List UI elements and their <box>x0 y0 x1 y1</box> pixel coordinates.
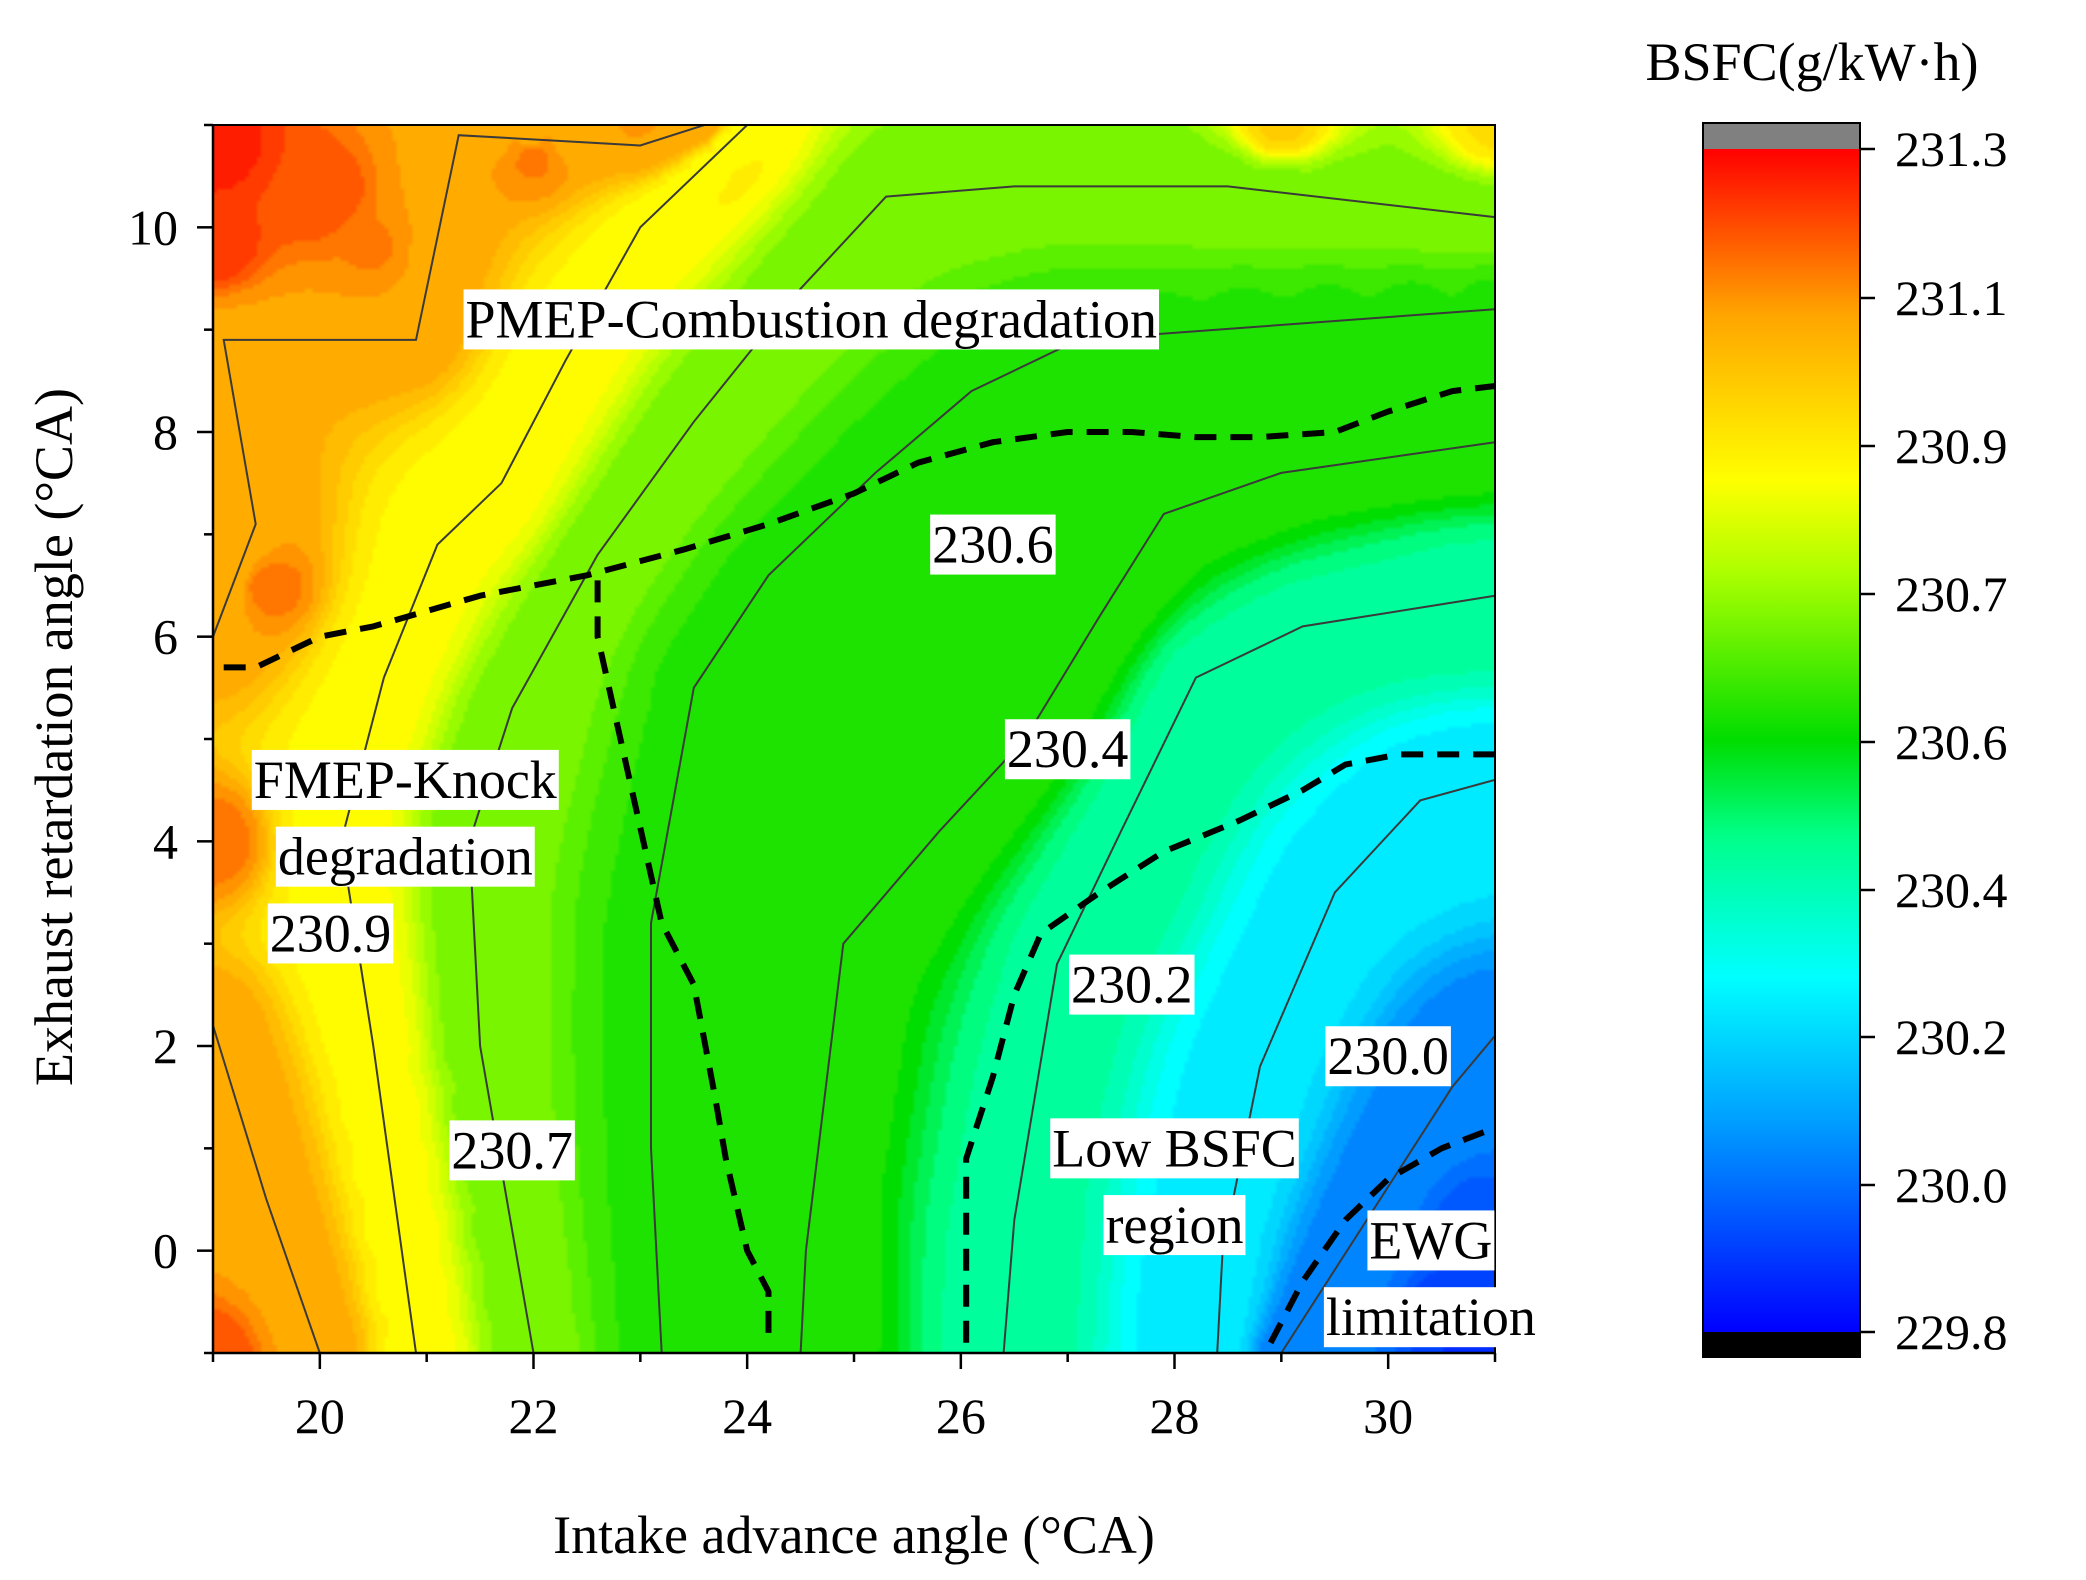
contour-line <box>1280 1035 1495 1353</box>
x-tick-label: 30 <box>1363 1388 1413 1444</box>
y-axis-label: Exhaust retardation angle (°CA) <box>24 388 84 1086</box>
contour-value-label: 230.4 <box>1004 719 1131 780</box>
y-tick-label: 4 <box>153 813 178 869</box>
x-tick-label: 26 <box>936 1388 986 1444</box>
colorbar-tick-label: 229.8 <box>1895 1304 2008 1360</box>
colorbar-under-swatch <box>1703 1332 1860 1357</box>
plot-area: PMEP-Combustion degradation FMEP-Knock deg… <box>212 124 1538 1354</box>
contour-value-label: 230.6 <box>930 514 1056 575</box>
contour-value-label-box <box>930 514 1056 575</box>
annotation-label: region <box>1103 1195 1246 1256</box>
contour-value-label-box <box>449 1120 575 1181</box>
annotation-label-text: FMEP-Knock <box>254 750 557 810</box>
boundary-dashed-line <box>1267 1125 1495 1345</box>
annotations: PMEP-Combustion degradation FMEP-Knock deg… <box>251 289 1538 1348</box>
contour-labels: 230.6 230.4 230.2 230.0 230.7 230.9 <box>267 514 1451 1181</box>
colorbar: 229.8 230.0 230.2 230.4 230.6 230.7 230.9 231.1… <box>1645 32 2007 1360</box>
contour-value-label-box <box>1004 719 1131 780</box>
x-tick-label: 24 <box>722 1388 772 1444</box>
annotation-label: limitation <box>1323 1287 1538 1348</box>
colorbar-tick-label: 230.9 <box>1895 418 2008 474</box>
annotation-label-text: PMEP-Combustion degradation <box>466 289 1157 349</box>
y-tick-label: 6 <box>153 609 178 665</box>
colorbar-tick-label: 230.4 <box>1895 862 2008 918</box>
contour-value-label: 230.7 <box>449 1120 575 1181</box>
annotation-label-text: degradation <box>278 827 533 887</box>
colorbar-title: BSFC(g/kW·h) <box>1645 32 1978 92</box>
contour-line <box>213 1025 321 1353</box>
annotation-label-text: region <box>1106 1195 1244 1255</box>
colorbar-ticks: 229.8 230.0 230.2 230.4 230.6 230.7 230.9 231.1… <box>1860 121 2008 1360</box>
contour-value-label-box <box>267 903 394 964</box>
colorbar-tick-label: 230.0 <box>1895 1157 2008 1213</box>
colorbar-tick-label: 230.2 <box>1895 1009 2008 1065</box>
contour-line <box>213 125 705 638</box>
annotation-label-box <box>1103 1195 1246 1256</box>
contour-value-label-text: 230.7 <box>451 1120 573 1180</box>
y-tick-label: 2 <box>153 1018 178 1074</box>
colorbar-tick-label: 231.3 <box>1895 121 2008 177</box>
contour-value-label: 230.0 <box>1325 1026 1451 1087</box>
contour-line <box>468 185 1495 1353</box>
contour-line <box>1002 594 1495 1353</box>
annotation-label-text: EWG <box>1369 1210 1492 1270</box>
y-tick-label: 8 <box>153 404 178 460</box>
contour-line <box>650 308 1495 1353</box>
boundary-lines <box>223 383 1495 1345</box>
contour-value-label-box <box>1069 954 1195 1015</box>
boundary-dashed-line <box>963 751 1495 1343</box>
annotation-label-text: limitation <box>1326 1287 1536 1347</box>
y-tick-label: 0 <box>153 1223 178 1279</box>
annotation-label: EWG <box>1367 1210 1495 1271</box>
contour-value-label: 230.2 <box>1069 954 1195 1015</box>
annotation-label-box <box>251 749 559 810</box>
contour-value-label: 230.9 <box>267 903 394 964</box>
colorbar-frame <box>1702 122 1861 1358</box>
x-axis-label: Intake advance angle (°CA) <box>553 1505 1155 1565</box>
boundary-dashed-line <box>223 383 1495 671</box>
colorbar-over-swatch <box>1703 123 1860 149</box>
colorbar-tick-label: 230.6 <box>1895 714 2008 770</box>
annotation-label-box <box>1323 1287 1538 1348</box>
colorbar-tick-label: 231.1 <box>1895 270 2008 326</box>
x-tick-label: 22 <box>509 1388 559 1444</box>
x-axis: 20 22 24 26 28 30 <box>211 1351 1497 1444</box>
x-tick-label: 28 <box>1150 1388 1200 1444</box>
annotation-label-box <box>1050 1118 1299 1179</box>
contour-value-label-text: 230.0 <box>1327 1026 1449 1086</box>
annotation-label: Low BSFC <box>1050 1118 1299 1179</box>
contour-lines <box>213 125 1495 1353</box>
contour-value-label-text: 230.4 <box>1007 719 1129 779</box>
x-tick-label: 20 <box>295 1388 345 1444</box>
y-tick-label: 10 <box>128 199 178 255</box>
colorbar-gradient <box>1703 149 1860 1332</box>
annotation-label-text: Low BSFC <box>1052 1118 1297 1178</box>
contour-value-label-box <box>1325 1026 1451 1087</box>
annotation-label: PMEP-Combustion degradation <box>463 289 1160 350</box>
annotation-label: FMEP-Knock <box>251 749 559 810</box>
contour-line <box>1216 778 1495 1353</box>
annotation-label-box <box>463 289 1160 350</box>
contour-value-label-text: 230.2 <box>1071 955 1193 1015</box>
colorbar-tick-label: 230.7 <box>1895 566 2008 622</box>
annotation-label-box <box>1367 1210 1495 1271</box>
boundary-dashed-line <box>594 580 772 1343</box>
contour-line <box>340 125 748 1353</box>
y-axis: 0 2 4 6 8 10 <box>128 123 215 1355</box>
contour-value-label-text: 230.9 <box>270 903 392 963</box>
annotation-label: degradation <box>275 826 535 887</box>
annotation-label-box <box>275 826 535 887</box>
contour-value-label-text: 230.6 <box>932 515 1054 575</box>
